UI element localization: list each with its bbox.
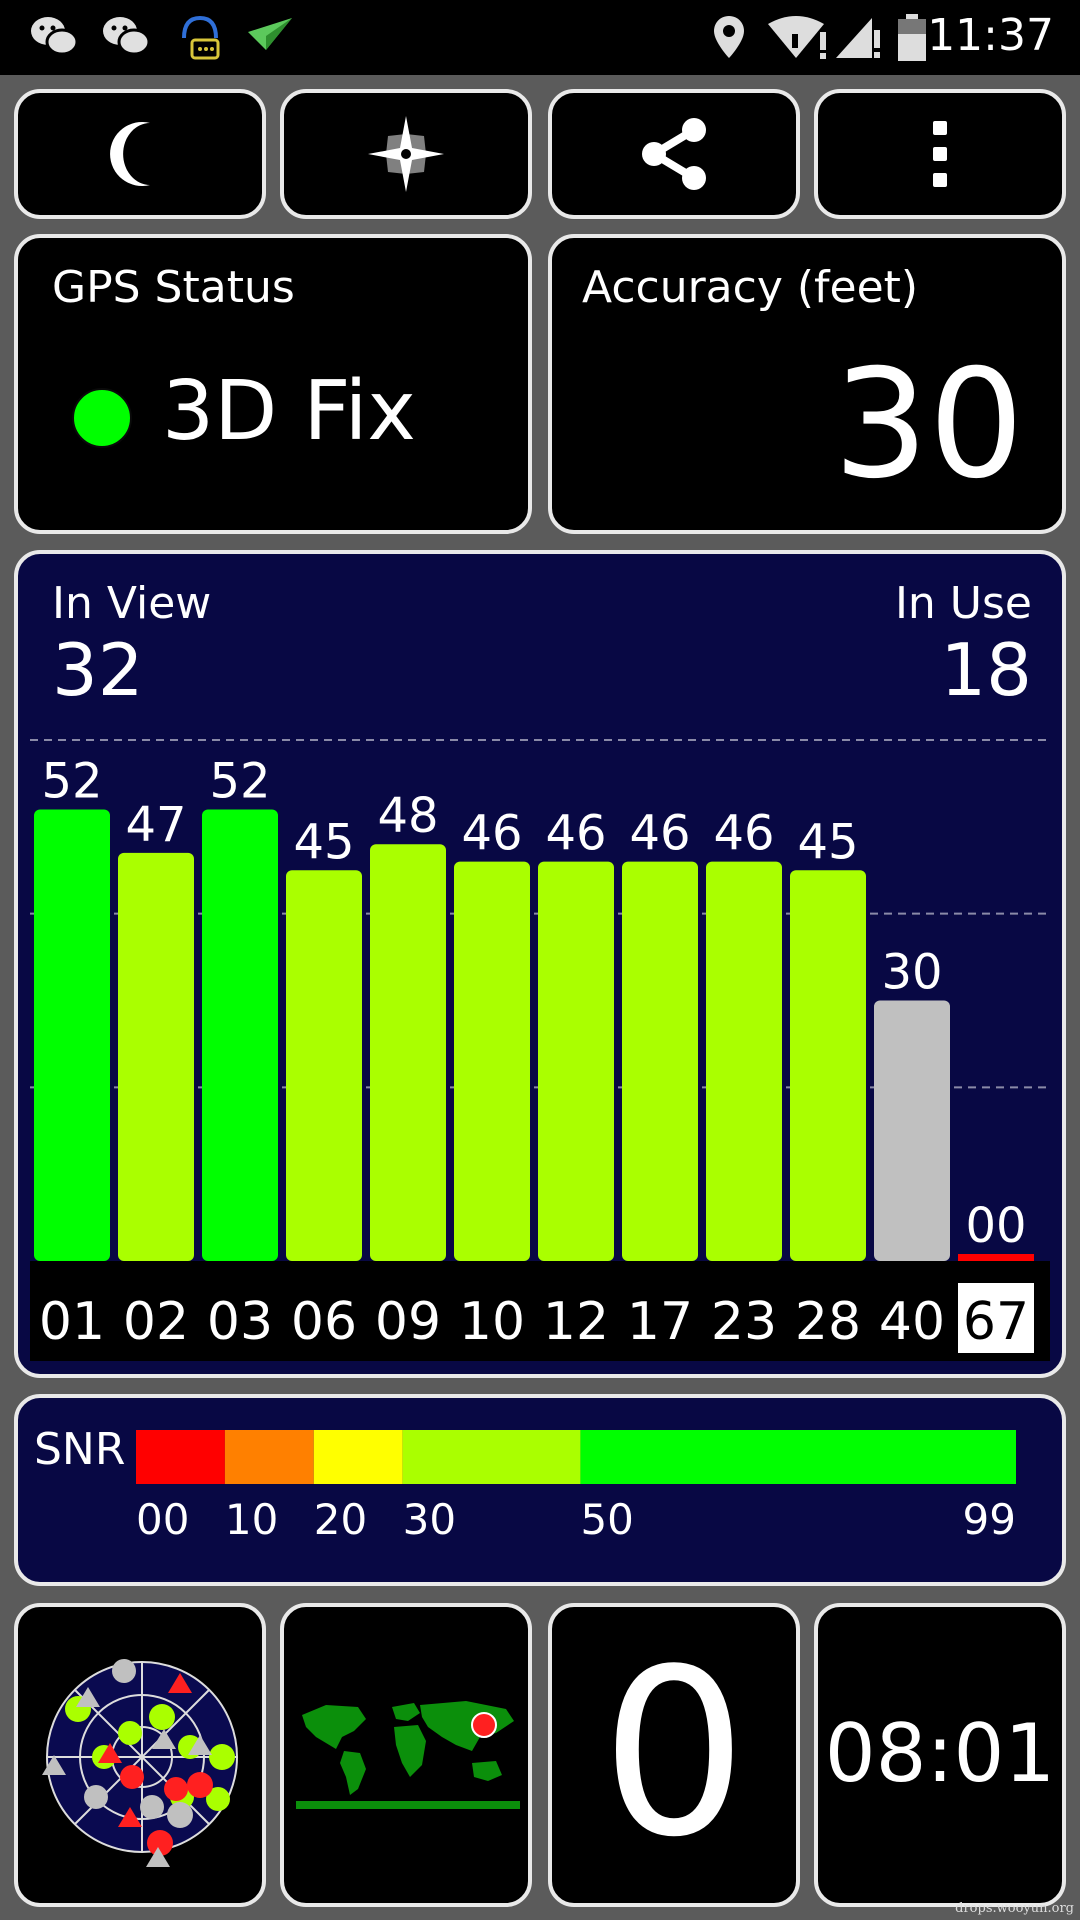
bar-value-label: 46 [713, 806, 774, 862]
signal-bar [286, 870, 362, 1261]
bar-value-label: 30 [881, 945, 942, 1001]
prn-label: 67 [963, 1292, 1029, 1352]
bar-value-label: 46 [461, 806, 522, 862]
bar-value-label: 46 [629, 806, 690, 862]
prn-label: 23 [711, 1292, 777, 1352]
snr-segment [136, 1430, 225, 1484]
bar-value-label: 46 [545, 806, 606, 862]
signal-bar [790, 870, 866, 1261]
snr-color-scale: 00 10 20 30 50 99 [136, 1430, 1016, 1544]
paper-plane-icon [248, 18, 292, 50]
wifi-alert-icon [768, 16, 826, 59]
snr-tick-label: 99 [963, 1495, 1016, 1544]
gps-fix-value: 3D Fix [162, 364, 416, 459]
more-vertical-icon [933, 121, 947, 187]
prn-label: 17 [627, 1292, 693, 1352]
accuracy-label: Accuracy (feet) [582, 262, 919, 313]
accuracy-value: 30 [833, 338, 1024, 512]
in-use-label: In Use [894, 578, 1032, 629]
gps-status-label: GPS Status [52, 262, 295, 313]
satellite-signal-panel: In View 32 In Use 18 52 01 47 02 52 03 45 06 48 0… [14, 550, 1066, 1378]
snr-tick-label: 00 [136, 1495, 189, 1544]
snr-tick-label: 10 [225, 1495, 278, 1544]
share-icon [642, 118, 706, 190]
bar-value-label: 45 [797, 814, 858, 870]
satellite-snr-chart: 52 01 47 02 52 03 45 06 48 09 46 10 46 12 46 17 46 23 45 28… [30, 739, 1050, 1361]
clock-value: 08:01 [824, 1707, 1056, 1800]
share-button[interactable] [548, 89, 800, 219]
prn-label: 40 [879, 1292, 945, 1352]
signal-bar [706, 861, 782, 1261]
snr-legend-panel: SNR 00 10 20 30 50 99 [14, 1394, 1066, 1586]
compass-button[interactable] [280, 89, 532, 219]
prn-label: 10 [459, 1292, 525, 1352]
wechat-icon [31, 17, 79, 56]
category-axis [30, 1261, 1050, 1361]
messaging-icon [182, 15, 220, 60]
in-view-count: 32 [52, 628, 144, 712]
prn-label: 02 [123, 1292, 189, 1352]
signal-bar [454, 861, 530, 1261]
signal-bar [622, 861, 698, 1261]
signal-alert-icon [836, 18, 880, 58]
location-pin-icon [714, 16, 744, 58]
signal-bar [958, 1254, 1034, 1261]
speed-panel[interactable]: 0 [548, 1603, 800, 1907]
bar-value-label: 52 [209, 753, 270, 809]
signal-bar [118, 852, 194, 1261]
fix-indicator-dot [72, 388, 132, 448]
snr-segment [402, 1430, 581, 1484]
sky-plot-icon [42, 1659, 238, 1867]
snr-segment [580, 1430, 1016, 1484]
signal-bar [202, 809, 278, 1261]
wechat-icon [103, 17, 151, 56]
prn-label: 09 [375, 1292, 441, 1352]
signal-bar [34, 809, 110, 1261]
prn-label: 06 [291, 1292, 357, 1352]
prn-label: 03 [207, 1292, 273, 1352]
compass-star-icon [368, 116, 444, 192]
bar-value-label: 00 [965, 1198, 1026, 1254]
clock-panel[interactable]: 08:01 [814, 1603, 1066, 1907]
status-bar: 11:37 [0, 0, 1080, 75]
snr-segment [313, 1430, 403, 1484]
bar-value-label: 48 [377, 788, 438, 844]
world-map-button[interactable] [280, 1603, 532, 1907]
moon-icon [110, 122, 150, 186]
accuracy-panel: Accuracy (feet) 30 [548, 234, 1066, 534]
snr-tick-label: 30 [403, 1495, 456, 1544]
snr-tick-label: 20 [314, 1495, 367, 1544]
highlight-box [958, 1283, 1034, 1353]
prn-label: 12 [543, 1292, 609, 1352]
snr-tick-label: 50 [580, 1495, 633, 1544]
signal-bar [538, 861, 614, 1261]
snr-segment [224, 1430, 314, 1484]
bar-value-label: 47 [125, 797, 186, 853]
speed-value: 0 [600, 1621, 748, 1888]
prn-label: 28 [795, 1292, 861, 1352]
snr-label: SNR [34, 1424, 126, 1475]
status-time: 11:37 [927, 10, 1054, 61]
prn-label: 01 [39, 1292, 105, 1352]
more-options-button[interactable] [814, 89, 1066, 219]
signal-bar [370, 844, 446, 1261]
battery-icon [898, 14, 926, 61]
watermark: drops.wooyun.org [955, 1901, 1074, 1916]
sky-view-button[interactable] [14, 1603, 266, 1907]
in-use-count: 18 [940, 628, 1032, 712]
gps-status-panel: GPS Status 3D Fix [14, 234, 532, 534]
world-map-icon [296, 1697, 520, 1817]
bar-value-label: 45 [293, 814, 354, 870]
night-mode-button[interactable] [14, 89, 266, 219]
bar-value-label: 52 [41, 753, 102, 809]
in-view-label: In View [52, 578, 212, 629]
signal-bar [874, 1000, 950, 1261]
